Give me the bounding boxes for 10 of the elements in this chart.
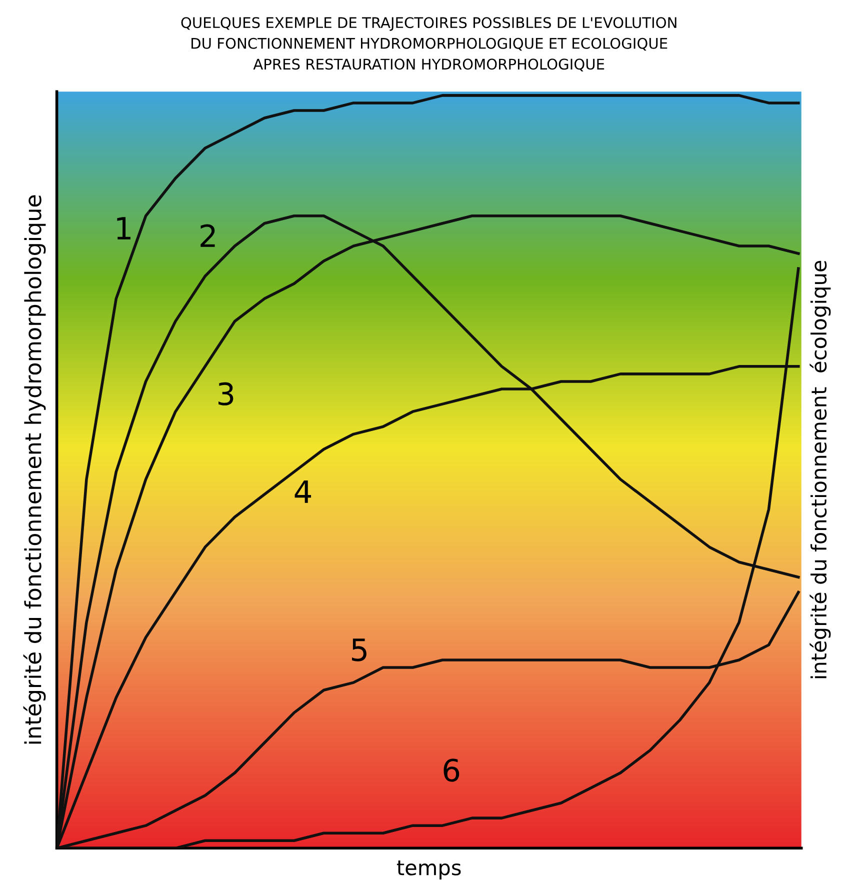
series-label: 5 bbox=[352, 638, 366, 662]
y2-axis-title: intégrité du fonctionnement écologique bbox=[810, 260, 831, 678]
chart-title: QUELQUES EXEMPLE DE TRAJECTOIRES POSSIBLES DE L'EVOLUTION DU FONCTIONNEMENT HYDROMORPHOLOGIQUE ET ECOLOGIQUE APRES RESTAURATION HYDROMORPHOLOGIQUE bbox=[181, 17, 676, 72]
series-label: 2 bbox=[200, 224, 215, 247]
y-axis-title: intégrité du fonctionnement hydromorphologique bbox=[23, 195, 46, 744]
series-label: 1 bbox=[117, 217, 130, 240]
series-label: 4 bbox=[294, 480, 312, 503]
x-axis-title: temps bbox=[396, 860, 461, 880]
series-label: 3 bbox=[218, 382, 234, 406]
series-label: 6 bbox=[444, 758, 460, 782]
